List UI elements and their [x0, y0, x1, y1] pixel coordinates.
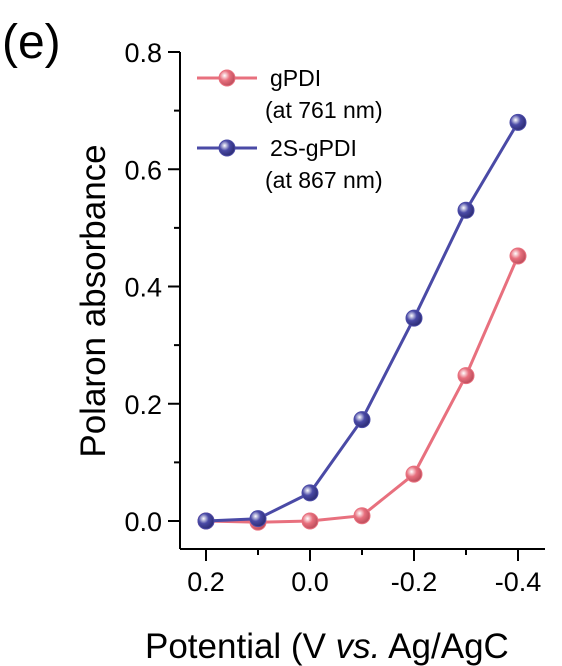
series-0-point-2 — [301, 512, 319, 530]
legend-label-1: 2S-gPDI — [270, 135, 357, 161]
legend-entry-0: gPDI (at 761 nm) — [197, 65, 383, 123]
x-axis-title-italic: vs. — [336, 627, 381, 666]
series-1-point-4 — [405, 309, 423, 327]
series-1-point-5 — [457, 201, 475, 219]
series-1-point-6 — [509, 113, 527, 131]
legend: gPDI (at 761 nm) 2S-gPDI (at 867 nm) — [197, 65, 383, 193]
y-tick-label-0: 0.0 — [124, 507, 162, 537]
legend-marker-1 — [218, 139, 236, 157]
y-axis-ticks: 0.0 0.2 0.4 0.6 0.8 — [124, 38, 180, 537]
legend-marker-0 — [218, 69, 236, 87]
x-axis-title-part-1: Potential (V — [145, 627, 336, 666]
legend-label-0: gPDI — [270, 65, 321, 91]
panel-label: (e) — [2, 16, 61, 69]
series-1-point-3 — [353, 411, 371, 429]
axes — [179, 52, 545, 550]
x-axis-title-part-3: Ag/AgC — [380, 627, 508, 666]
x-tick-label-2: -0.2 — [391, 567, 438, 597]
series-1-point-2 — [301, 484, 319, 502]
y-axis-title: Polaron absorbance — [74, 144, 113, 457]
legend-sublabel-1: (at 867 nm) — [265, 167, 383, 193]
series-1-point-1 — [249, 510, 267, 528]
legend-sublabel-0: (at 761 nm) — [265, 97, 383, 123]
series-0-point-5 — [457, 367, 475, 385]
series-0 — [197, 247, 527, 531]
y-tick-label-2: 0.4 — [124, 273, 162, 303]
series-1-point-0 — [197, 512, 215, 530]
series-0-point-4 — [405, 465, 423, 483]
series-line-0 — [205, 255, 520, 524]
x-axis-title: Potential (V vs. Ag/AgC — [145, 627, 509, 666]
y-tick-label-3: 0.6 — [124, 155, 162, 185]
x-axis-ticks: 0.2 0.0 -0.2 -0.4 — [187, 549, 541, 597]
series-1 — [197, 113, 527, 530]
series-0-point-6 — [509, 247, 527, 265]
x-tick-label-0: 0.2 — [187, 567, 225, 597]
x-tick-label-1: 0.0 — [291, 567, 329, 597]
y-tick-label-4: 0.8 — [124, 38, 162, 68]
series-layer — [197, 113, 527, 531]
legend-entry-1: 2S-gPDI (at 867 nm) — [197, 135, 383, 193]
x-tick-label-3: -0.4 — [495, 567, 542, 597]
series-0-point-3 — [353, 507, 371, 525]
y-tick-label-1: 0.2 — [124, 390, 162, 420]
